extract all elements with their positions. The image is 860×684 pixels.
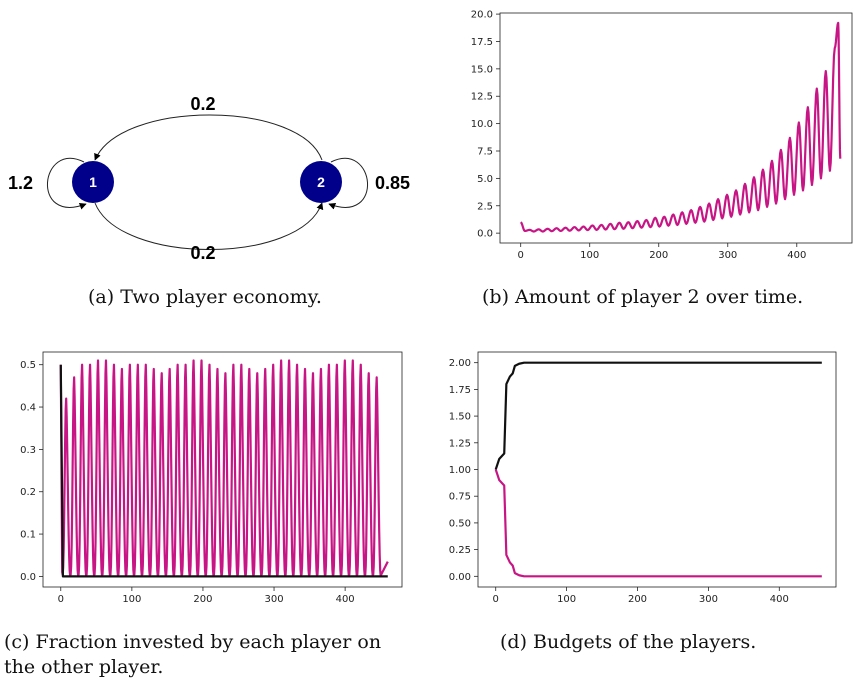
chart-b-y-tick-label: 10.0 bbox=[471, 119, 493, 130]
chart-d-y-tick-label: 1.00 bbox=[449, 465, 471, 476]
upper-edge-label: 0.2 bbox=[190, 94, 215, 114]
chart-d-y-tick-label: 0.00 bbox=[449, 572, 471, 583]
series-player2-amount-line bbox=[519, 21, 842, 233]
self-loop-1 bbox=[47, 158, 87, 210]
self-loop-1-label: 1.2 bbox=[8, 173, 33, 193]
chart-c-x-tick-label: 100 bbox=[122, 594, 141, 605]
series-player2-budget-line bbox=[494, 469, 822, 578]
chart-d-y-tick-label: 0.50 bbox=[449, 518, 471, 529]
chart-player2-amount: 0 100 200 300 400 0.0 2.5 5.0 7.5 10.0 12.5 15.0 17.… bbox=[471, 10, 853, 261]
series-player1-budget-line bbox=[494, 361, 822, 470]
chart-d-x-tick-label: 100 bbox=[557, 594, 576, 605]
chart-c-y-tick-label: 0.0 bbox=[20, 572, 36, 583]
chart-d-y-tick-label: 1.50 bbox=[449, 412, 471, 423]
self-loop-2 bbox=[328, 158, 368, 210]
chart-b-x-tick-label: 0 bbox=[518, 250, 524, 261]
chart-b-y-tick-label: 12.5 bbox=[471, 92, 493, 103]
node-1-label: 1 bbox=[89, 174, 97, 190]
economy-diagram: 1 2 1.2 0.85 0.2 0.2 bbox=[8, 94, 410, 263]
lower-edge-label: 0.2 bbox=[190, 243, 215, 263]
chart-b-x-tick-label: 200 bbox=[649, 250, 668, 261]
chart-d-y-tick-label: 1.75 bbox=[449, 385, 471, 396]
caption-b: (b) Amount of player 2 over time. bbox=[482, 286, 804, 308]
chart-b-y-tick-label: 20.0 bbox=[471, 10, 493, 21]
caption-c-line2: the other player. bbox=[4, 656, 164, 678]
chart-b-y-tick-label: 17.5 bbox=[471, 37, 493, 48]
chart-c-x-tick-label: 300 bbox=[264, 594, 283, 605]
panel-c-chart: 0 100 200 300 400 0.0 0.1 0.2 0.3 0.4 0.5 bbox=[0, 345, 430, 615]
chart-b-y-tick-label: 5.0 bbox=[477, 174, 493, 185]
chart-b-y-tick-label: 7.5 bbox=[477, 147, 493, 158]
chart-c-x-tick-label: 400 bbox=[336, 594, 355, 605]
node-2-label: 2 bbox=[317, 174, 325, 190]
chart-d-plot-frame bbox=[477, 351, 837, 588]
caption-d: (d) Budgets of the players. bbox=[500, 631, 757, 653]
edge-1-to-2 bbox=[94, 202, 324, 250]
chart-d-y-tick-label: 1.25 bbox=[449, 438, 471, 449]
panel-b-chart: 0 100 200 300 400 0.0 2.5 5.0 7.5 10.0 12.5 15.0 17.… bbox=[440, 0, 860, 270]
caption-c-line1: (c) Fraction invested by each player on bbox=[4, 631, 382, 653]
chart-b-plot-frame bbox=[499, 12, 853, 244]
chart-c-y-tick-label: 0.1 bbox=[20, 530, 36, 541]
chart-d-y-tick-label: 2.00 bbox=[449, 358, 471, 369]
caption-a: (a) Two player economy. bbox=[88, 286, 322, 308]
chart-b-y-tick-label: 15.0 bbox=[471, 64, 493, 75]
series-player1-fraction-line bbox=[59, 364, 388, 578]
edge-2-to-1 bbox=[94, 114, 323, 161]
chart-budgets: 0 100 200 300 400 0.00 0.25 0.50 0.75 1.00 1.25 1.5… bbox=[449, 351, 837, 605]
chart-c-y-tick-label: 0.4 bbox=[20, 403, 36, 414]
chart-d-y-tick-label: 0.25 bbox=[449, 545, 471, 556]
chart-fraction-invested: 0 100 200 300 400 0.0 0.1 0.2 0.3 0.4 0.5 bbox=[20, 351, 403, 605]
chart-c-y-tick-label: 0.5 bbox=[20, 360, 36, 371]
chart-c-x-tick-label: 200 bbox=[193, 594, 212, 605]
chart-d-x-tick-label: 0 bbox=[493, 594, 499, 605]
panel-a-diagram: 1 2 1.2 0.85 0.2 0.2 bbox=[0, 60, 430, 280]
chart-d-y-tick-label: 0.75 bbox=[449, 492, 471, 503]
chart-c-plot-frame bbox=[42, 351, 403, 588]
chart-d-x-tick-label: 400 bbox=[770, 594, 789, 605]
panel-d-chart: 0 100 200 300 400 0.00 0.25 0.50 0.75 1.00 1.25 1.5… bbox=[430, 345, 860, 615]
node-2 bbox=[300, 161, 342, 203]
chart-d-x-tick-label: 300 bbox=[699, 594, 718, 605]
chart-b-y-tick-label: 2.5 bbox=[477, 201, 493, 212]
node-1 bbox=[72, 161, 114, 203]
chart-d-x-tick-label: 200 bbox=[628, 594, 647, 605]
chart-c-y-tick-label: 0.2 bbox=[20, 487, 36, 498]
chart-b-x-tick-label: 100 bbox=[580, 250, 599, 261]
chart-b-x-tick-label: 400 bbox=[787, 250, 806, 261]
chart-c-y-tick-label: 0.3 bbox=[20, 445, 36, 456]
chart-b-y-tick-label: 0.0 bbox=[477, 229, 493, 240]
chart-c-x-tick-label: 0 bbox=[58, 594, 64, 605]
series-player2-fraction-line bbox=[59, 359, 389, 577]
chart-b-x-tick-label: 300 bbox=[718, 250, 737, 261]
self-loop-2-label: 0.85 bbox=[375, 173, 410, 193]
